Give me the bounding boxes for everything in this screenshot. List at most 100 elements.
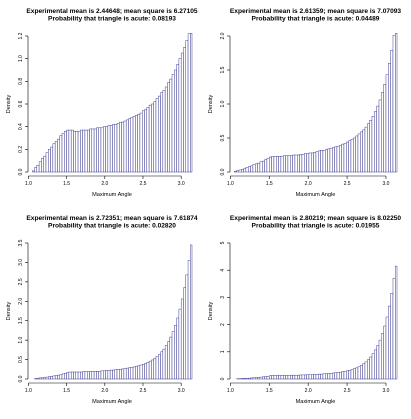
histogram-bar (313, 152, 317, 173)
histogram-bar (164, 86, 168, 173)
histogram-bar (299, 374, 303, 380)
histogram-bar (96, 371, 99, 380)
histogram-bar (336, 372, 340, 380)
histogram-bar (371, 353, 375, 380)
histogram-bar (266, 158, 270, 173)
histogram-bar (176, 317, 180, 380)
chart-title-line-1: Experimental mean is 2.44648; mean squar… (26, 8, 198, 15)
chart-title-line-1: Experimental mean is 2.72351; mean squar… (26, 215, 198, 222)
histogram-bar (137, 113, 141, 173)
histogram-bar (390, 293, 394, 380)
y-tick-label: 1.2 (18, 32, 24, 39)
y-tick-label: 0 (220, 377, 226, 380)
histogram-bar (121, 368, 125, 380)
histogram-bar (283, 155, 286, 173)
histogram-bar (130, 117, 134, 173)
x-axis-label: Maximum Angle (92, 192, 132, 198)
histogram-bar (369, 120, 373, 173)
histogram-bar (308, 152, 312, 173)
histogram-bar (392, 278, 396, 380)
histogram-bar (89, 371, 93, 380)
histogram-bar (252, 164, 256, 173)
histogram-bar (262, 376, 265, 380)
histogram-bar (93, 371, 97, 380)
histogram-bar (357, 133, 361, 173)
histogram-bar (395, 265, 398, 380)
histogram-bar (301, 374, 305, 380)
histogram-bar (190, 33, 193, 173)
histogram-bar (153, 358, 157, 380)
histogram-bar (390, 50, 394, 173)
histogram-bar (341, 143, 345, 173)
histogram-bar (360, 365, 363, 380)
histogram-bar (135, 115, 138, 173)
histogram-bar (341, 371, 345, 380)
histogram-bar (109, 125, 113, 173)
histogram-bar (107, 370, 111, 380)
histogram-bar (292, 154, 296, 173)
histogram-bar (383, 84, 387, 173)
histogram-bar (395, 33, 398, 173)
histogram-bar (174, 69, 177, 173)
histogram-bar (392, 35, 396, 173)
histogram-bar (381, 333, 384, 380)
histogram-bar (278, 375, 282, 380)
y-tick-label: 0.0 (18, 375, 24, 382)
histogram-bar (57, 138, 60, 173)
histogram-bar (187, 33, 191, 173)
x-tick-label: 2.0 (305, 181, 312, 187)
histogram-bar (327, 373, 331, 380)
histogram-bar (376, 105, 380, 173)
histogram-bar (280, 156, 284, 173)
histogram-bar (322, 373, 326, 380)
chart-title-line-1: Experimental mean is 2.61359; mean squar… (230, 8, 402, 15)
histogram-bar (146, 362, 150, 380)
x-tick-label: 3.0 (178, 181, 185, 187)
histogram-bar (278, 156, 282, 173)
y-axis-label: Density (208, 94, 214, 113)
chart-title-line-1: Experimental mean is 2.80219; mean squar… (230, 215, 402, 222)
histogram-bar (130, 367, 134, 380)
x-tick-label: 2.0 (101, 388, 108, 394)
histogram-bar (41, 158, 44, 173)
histogram-bar (52, 143, 56, 173)
x-axis-label: Maximum Angle (92, 399, 132, 405)
histogram-bar (348, 140, 352, 173)
x-tick-label: 3.0 (383, 388, 390, 394)
histogram-bar (107, 125, 111, 173)
histogram-bar (318, 150, 321, 173)
histogram-bar (135, 365, 138, 380)
histogram-bar (262, 160, 265, 173)
histogram-bar (123, 368, 127, 380)
histogram-bar (311, 374, 314, 380)
histogram-bar (367, 359, 370, 380)
histogram-bar (236, 170, 240, 173)
histogram-bar (77, 130, 81, 173)
histogram-bar (36, 164, 40, 173)
histogram-bar (276, 375, 279, 380)
y-axis-label: Density (6, 301, 12, 320)
histogram-bar (336, 145, 340, 173)
histogram-bar (264, 159, 268, 173)
histogram-bar (155, 98, 159, 173)
histogram-bar (132, 116, 136, 173)
histogram-bar (100, 127, 104, 173)
histogram-bar (158, 95, 161, 173)
histogram-bar (301, 154, 305, 173)
histogram-bar (304, 153, 307, 173)
histogram-bar (41, 377, 44, 380)
histogram-bar (57, 374, 60, 380)
histogram-bar (273, 375, 277, 380)
histogram-bar (241, 169, 244, 173)
histogram-bar (137, 365, 141, 380)
histogram-bar (174, 325, 177, 380)
histogram-bar (68, 371, 72, 380)
histogram-bar (59, 374, 63, 380)
y-tick-label: 0.2 (18, 146, 24, 153)
histogram-bar (45, 152, 49, 173)
histogram-bar (269, 375, 272, 380)
y-tick-label: 1.5 (220, 66, 226, 73)
histogram-bar (180, 298, 184, 380)
chart-title-line-2: Probability that triangle is acute: 0.02… (48, 223, 176, 230)
x-tick-label: 3.0 (178, 388, 185, 394)
